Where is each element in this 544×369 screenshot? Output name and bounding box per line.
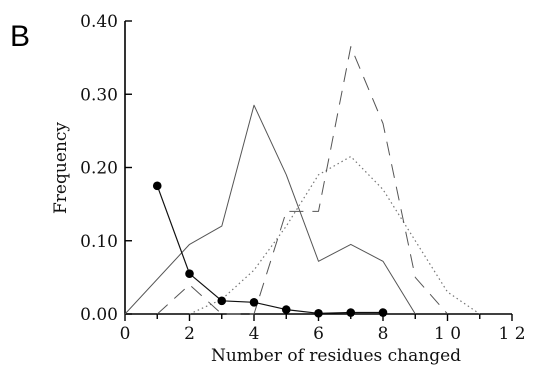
series-point xyxy=(152,181,162,191)
y-tick-label: 0.10 xyxy=(80,232,118,252)
x-tick-label: 2 xyxy=(184,324,195,344)
series-point xyxy=(249,297,259,307)
series-point xyxy=(378,308,388,317)
series-line-3 xyxy=(156,46,448,315)
y-axis-title: Frequency xyxy=(51,122,71,214)
x-tick-label: 0 xyxy=(120,324,131,344)
y-tick-label: 0.00 xyxy=(80,305,118,325)
x-tick-label: 1 2 xyxy=(498,324,525,344)
series-line-1 xyxy=(124,104,416,315)
series-layer xyxy=(124,46,481,318)
series-point xyxy=(281,305,291,314)
series-point xyxy=(185,269,194,279)
x-axis-title: Number of residues changed xyxy=(211,346,461,366)
series-point xyxy=(346,308,356,317)
x-tick-label: 1 0 xyxy=(434,324,461,344)
series-line-2 xyxy=(189,155,481,315)
x-tick-label: 4 xyxy=(249,324,260,344)
x-tick-label: 8 xyxy=(378,324,389,344)
series-point xyxy=(314,308,323,318)
series-point xyxy=(217,296,227,306)
x-tick-label: 6 xyxy=(313,324,324,344)
panel-label: B xyxy=(10,20,30,53)
y-tick-label: 0.40 xyxy=(80,12,118,32)
y-tick-label: 0.30 xyxy=(80,85,118,105)
series-line-4 xyxy=(156,185,383,314)
y-tick-label: 0.20 xyxy=(80,159,118,179)
